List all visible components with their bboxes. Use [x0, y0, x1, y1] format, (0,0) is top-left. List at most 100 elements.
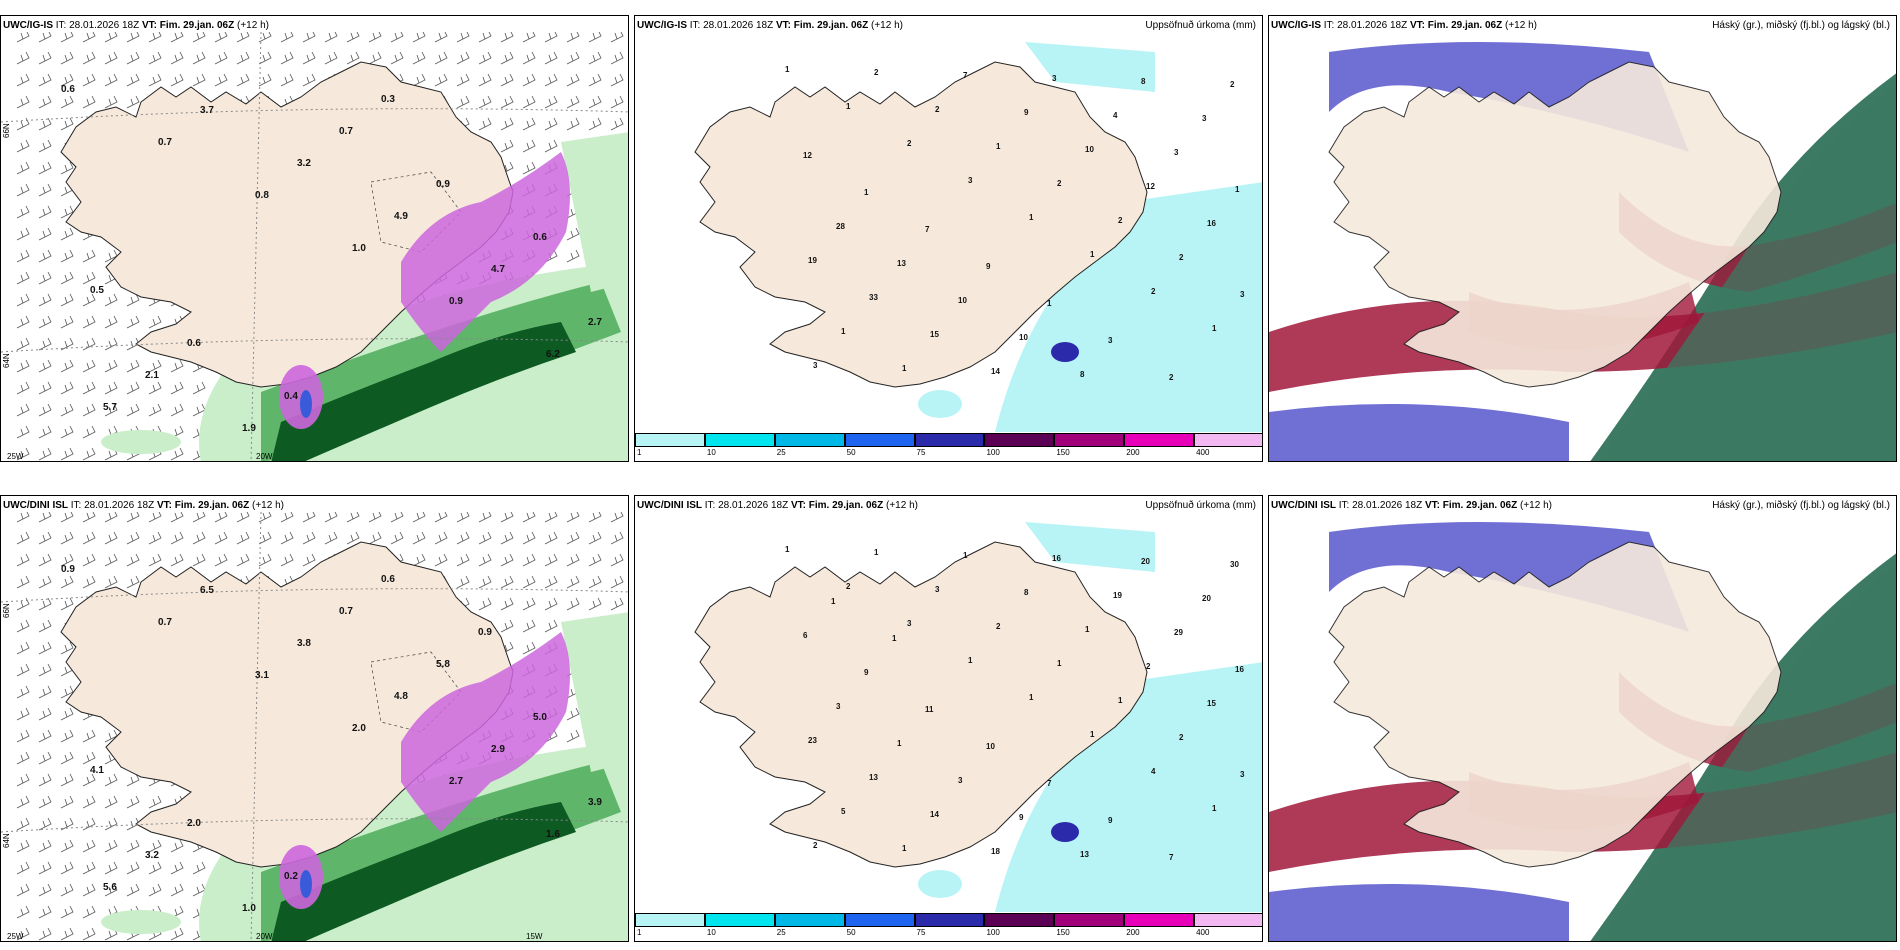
field-title: Háský (gr.), miðský (fj.bl.) og lágský (… [1712, 500, 1890, 511]
colorbar-segment [844, 913, 915, 927]
precip-value: 2.7 [449, 776, 463, 787]
colorbar-label: 400 [1196, 928, 1210, 937]
accumulation-value: 3 [958, 776, 963, 785]
accumulation-value: 2 [1151, 287, 1156, 296]
precip-value: 0.6 [61, 84, 75, 95]
model-name: UWC/DINI ISL [637, 500, 702, 511]
accumulation-value: 1 [874, 548, 879, 557]
precip-value: 0.9 [61, 564, 75, 575]
precip-value: 5.0 [533, 712, 547, 723]
map-panel-2: UWC/IG-IS IT: 28.01.2026 18Z VT: Fim. 29… [634, 15, 1263, 462]
init-time: 28.01.2026 18Z [1337, 20, 1408, 31]
accumulation-value: 33 [869, 293, 878, 302]
it-label: IT: [55, 20, 67, 31]
accumulation-value: 30 [1230, 560, 1239, 569]
precip-value: 4.9 [394, 211, 408, 222]
accumulation-value: 16 [1207, 219, 1216, 228]
precip-value: 2.1 [145, 370, 159, 381]
model-name: UWC/IG-IS [1271, 20, 1321, 31]
valid-time: Fim. 29.jan. 06Z [1427, 20, 1503, 31]
accumulation-value: 9 [1108, 816, 1113, 825]
accumulation-value: 1 [841, 327, 846, 336]
colorbar-label: 400 [1196, 448, 1210, 457]
accumulation-value: 2 [874, 68, 879, 77]
accumulation-value: 23 [808, 736, 817, 745]
accumulation-value: 1 [963, 551, 968, 560]
it-label: IT: [70, 500, 82, 511]
precip-value: 3.2 [145, 850, 159, 861]
accumulation-value: 1 [996, 142, 1001, 151]
colorbar-label: 200 [1126, 928, 1140, 937]
init-time: 28.01.2026 18Z [718, 500, 789, 511]
graticule [1, 32, 628, 461]
accumulation-value: 8 [1141, 77, 1146, 86]
colorbar-segment [1054, 433, 1125, 447]
precip-value: 3.2 [297, 158, 311, 169]
iceland-landmass [694, 61, 1148, 388]
snowfall-field [279, 632, 570, 909]
accumulation-value: 1 [846, 102, 851, 111]
accumulation-value: 9 [864, 668, 869, 677]
accumulation-value: 2 [846, 582, 851, 591]
accumulation-value: 1 [1029, 213, 1034, 222]
precip-value: 0.2 [284, 871, 298, 882]
colorbar-label: 50 [846, 448, 856, 457]
accumulation-value: 9 [986, 262, 991, 271]
precip-value-labels: 0.9 0.7 3.1 2.0 2.7 1.6 5.6 6.5 3.8 4.8 2.9 3.9 3.2 1… [61, 564, 602, 914]
colorbar-segment [704, 433, 775, 447]
map-canvas: 66N 64N 25W 20W 0.6 0.7 0.8 1.0 0.9 6.2 5.7 3.7 3.2 4… [1, 32, 628, 461]
precip-value: 0.9 [478, 627, 492, 638]
precip-value: 0.5 [90, 285, 104, 296]
precip-value: 0.9 [449, 296, 463, 307]
colorbar: 1 10 25 50 75 100 150 200 400 [635, 431, 1262, 461]
panel-header: UWC/DINI ISL IT: 28.01.2026 18Z VT: Fim.… [1271, 500, 1552, 511]
vt-label: VT: [141, 20, 157, 31]
colorbar-label: 10 [706, 448, 716, 457]
longitude-label: 25W [7, 452, 24, 461]
precip-value: 0.4 [284, 391, 298, 402]
accumulation-value: 1 [897, 739, 902, 748]
iceland-landmass [694, 541, 1148, 868]
it-label: IT: [704, 500, 716, 511]
accumulation-value: 2 [1146, 662, 1151, 671]
field-title: Uppsöfnuð úrkoma (mm) [1145, 20, 1256, 31]
latitude-label: 66N [2, 123, 11, 138]
precip-value: 4.1 [90, 765, 104, 776]
precip-value: 6.2 [546, 349, 560, 360]
valid-time: Fim. 29.jan. 06Z [793, 20, 869, 31]
accumulation-value: 1 [1090, 730, 1095, 739]
field-title: Uppsöfnuð úrkoma (mm) [1145, 500, 1256, 511]
model-name: UWC/DINI ISL [3, 500, 68, 511]
accumulation-value: 7 [963, 71, 968, 80]
vt-label: VT: [1409, 20, 1425, 31]
it-label: IT: [1323, 20, 1335, 31]
precip-value: 0.7 [158, 617, 172, 628]
precip-value: 5.7 [103, 402, 117, 413]
colorbar-label: 1 [637, 928, 642, 937]
forecast-offset: (+12 h) [1520, 500, 1552, 511]
accumulation-value: 8 [1024, 588, 1029, 597]
latitude-label: 64N [2, 833, 11, 848]
graticule [1, 512, 628, 941]
precip-value: 2.7 [588, 317, 602, 328]
precip-value: 0.6 [381, 574, 395, 585]
precip-value: 0.7 [339, 126, 353, 137]
panel-header: UWC/IG-IS IT: 28.01.2026 18Z VT: Fim. 29… [1271, 20, 1537, 31]
valid-time: Fim. 29.jan. 06Z [1442, 500, 1518, 511]
accumulation-value: 13 [869, 773, 878, 782]
field-title: Háský (gr.), miðský (fj.bl.) og lágský (… [1712, 20, 1890, 31]
longitude-label: 25W [7, 932, 24, 941]
colorbar-segment [984, 433, 1055, 447]
accumulation-value: 1 [785, 65, 790, 74]
colorbar-segment [1194, 913, 1262, 927]
accumulation-value: 7 [1047, 779, 1052, 788]
accumulation-value: 3 [1202, 114, 1207, 123]
colorbar-segment [844, 433, 915, 447]
colorbar-label: 75 [916, 928, 926, 937]
accumulation-value-labels: 1123112132212223117910121619331514343128… [785, 65, 1245, 382]
init-time: 28.01.2026 18Z [1352, 500, 1423, 511]
map-panel-4: UWC/DINI ISL IT: 28.01.2026 18Z VT: Fim.… [0, 495, 629, 942]
init-time: 28.01.2026 18Z [84, 500, 155, 511]
accumulation-value: 1 [902, 364, 907, 373]
model-name: UWC/IG-IS [3, 20, 53, 31]
